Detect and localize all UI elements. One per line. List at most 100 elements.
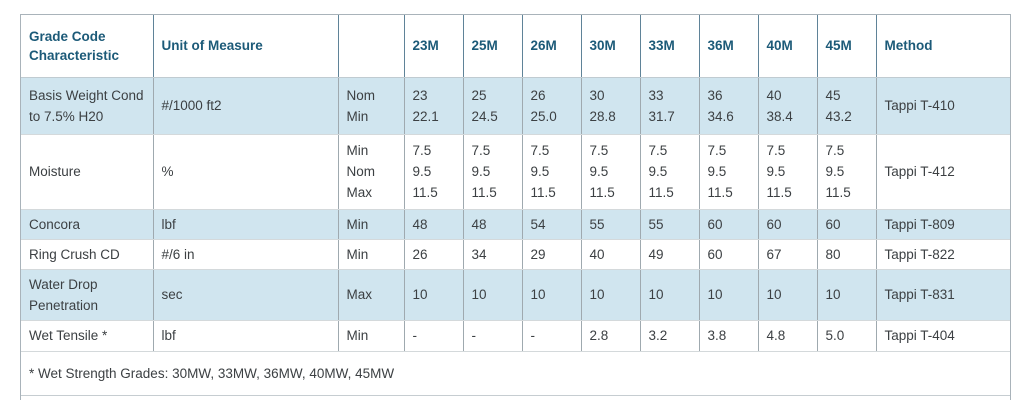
limit-label: Min bbox=[346, 143, 369, 158]
value-line: 22.1 bbox=[412, 108, 439, 124]
value-cell: 33 31.7 bbox=[640, 77, 700, 135]
value-cell: 25 24.5 bbox=[463, 77, 523, 135]
value-cell: 3.8 bbox=[699, 320, 759, 352]
value-cell: 26 bbox=[404, 239, 464, 270]
value-cell: 10 bbox=[522, 269, 582, 321]
characteristic-cell: Basis Weight Cond to 7.5% H20 bbox=[21, 77, 154, 135]
value-cell: 7.5 9.5 11.5 bbox=[581, 134, 641, 210]
value-cell: 36 34.6 bbox=[699, 77, 759, 135]
value-cell: 7.5 9.5 11.5 bbox=[699, 134, 759, 210]
value-line: 7.5 bbox=[648, 143, 668, 158]
value-line: 11.5 bbox=[766, 185, 792, 200]
value-line: 7.5 bbox=[530, 143, 550, 158]
limit-cell: Min Nom Max bbox=[338, 134, 405, 210]
value-cell: 60 bbox=[758, 209, 818, 240]
grade-spec-table: Grade Code Characteristic Unit of Measure… bbox=[21, 15, 1010, 400]
value-cell: 29 bbox=[522, 239, 582, 270]
limit-label: Max bbox=[346, 287, 373, 302]
value-line: 30 bbox=[589, 87, 605, 103]
value-line: 10 bbox=[825, 287, 841, 302]
value-line: 60 bbox=[707, 246, 723, 262]
header-method: Method bbox=[876, 15, 1010, 78]
empty-row bbox=[21, 395, 1010, 400]
value-line: 55 bbox=[648, 216, 664, 232]
table-row: Wet Tensile * lbf Min - - - 2.8 3.2 3.8 4.8 5.0 Tap… bbox=[21, 320, 1010, 352]
value-line: 40 bbox=[766, 87, 782, 103]
value-line: 7.5 bbox=[471, 143, 491, 158]
value-cell: 54 bbox=[522, 209, 582, 240]
value-cell: 7.5 9.5 11.5 bbox=[758, 134, 818, 210]
value-cell: 10 bbox=[404, 269, 464, 321]
value-line: 11.5 bbox=[648, 185, 674, 200]
value-line: 3.2 bbox=[648, 328, 668, 343]
value-line: 67 bbox=[766, 246, 782, 262]
table-row: Moisture% Min Nom Max 7.5 9.5 11.5 7.5 9.5 11.5 7.… bbox=[21, 134, 1010, 210]
value-cell: 40 38.4 bbox=[758, 77, 818, 135]
method-cell: Tappi T-831 bbox=[876, 269, 1010, 321]
value-cell: 23 22.1 bbox=[404, 77, 464, 135]
value-line: 48 bbox=[471, 216, 487, 232]
value-cell: 67 bbox=[758, 239, 818, 270]
value-line: 4.8 bbox=[766, 328, 786, 343]
header-limit-type bbox=[338, 15, 405, 78]
value-line: 31.7 bbox=[648, 108, 675, 124]
value-cell: 55 bbox=[581, 209, 641, 240]
method-cell: Tappi T-809 bbox=[876, 209, 1010, 240]
value-line: 45 bbox=[825, 87, 841, 103]
table-row: Water Drop Penetration sec Max 10 10 10 10 10 10… bbox=[21, 269, 1010, 321]
value-line: 28.8 bbox=[589, 108, 616, 124]
limit-label: Min bbox=[346, 246, 369, 262]
value-cell: 60 bbox=[699, 209, 759, 240]
value-cell: 55 bbox=[640, 209, 700, 240]
value-line: 2.8 bbox=[589, 328, 609, 343]
value-cell: 7.5 9.5 11.5 bbox=[817, 134, 877, 210]
characteristic-cell: Wet Tensile * bbox=[21, 320, 154, 352]
value-line: 25 bbox=[471, 87, 487, 103]
value-line: 34 bbox=[471, 246, 487, 262]
header-grade-36m: 36M bbox=[699, 15, 759, 78]
value-cell: 48 bbox=[463, 209, 523, 240]
value-cell: 10 bbox=[463, 269, 523, 321]
value-cell: 7.5 9.5 11.5 bbox=[640, 134, 700, 210]
value-line: 9.5 bbox=[589, 164, 609, 179]
value-line: 7.5 bbox=[707, 143, 727, 158]
spec-table-head: Grade Code Characteristic Unit of Measure… bbox=[21, 15, 1010, 78]
value-line: 48 bbox=[412, 216, 428, 232]
characteristic-cell: Water Drop Penetration bbox=[21, 269, 154, 321]
unit-cell: #/1000 ft2 bbox=[153, 77, 339, 135]
value-line: 3.8 bbox=[707, 328, 727, 343]
value-cell: 3.2 bbox=[640, 320, 700, 352]
unit-cell: lbf bbox=[153, 209, 339, 240]
value-line: 33 bbox=[648, 87, 664, 103]
value-line: 60 bbox=[707, 216, 723, 232]
value-cell: 7.5 9.5 11.5 bbox=[522, 134, 582, 210]
value-line: 26 bbox=[530, 87, 546, 103]
value-line: 7.5 bbox=[766, 143, 786, 158]
value-line: 7.5 bbox=[825, 143, 845, 158]
limit-label: Max bbox=[346, 185, 373, 200]
value-line: 11.5 bbox=[825, 185, 851, 200]
value-line: 25.0 bbox=[530, 108, 557, 124]
value-line: 38.4 bbox=[766, 108, 793, 124]
method-cell: Tappi T-822 bbox=[876, 239, 1010, 270]
table-row: Basis Weight Cond to 7.5% H20 #/1000 ft2 N… bbox=[21, 77, 1010, 135]
limit-label: Min bbox=[346, 108, 369, 124]
value-cell: 60 bbox=[817, 209, 877, 240]
table-row: Ring Crush CD #/6 in Min 26 34 29 40 49 60 67 80 Ta… bbox=[21, 239, 1010, 270]
value-cell: 80 bbox=[817, 239, 877, 270]
value-line: 60 bbox=[825, 216, 841, 232]
value-line: 10 bbox=[589, 287, 605, 302]
value-cell: 40 bbox=[581, 239, 641, 270]
value-line: 54 bbox=[530, 216, 546, 232]
value-cell: 10 bbox=[581, 269, 641, 321]
value-cell: 30 28.8 bbox=[581, 77, 641, 135]
value-line: 26 bbox=[412, 246, 428, 262]
limit-cell: Max bbox=[338, 269, 405, 321]
limit-cell: Min bbox=[338, 209, 405, 240]
value-line: 36 bbox=[707, 87, 723, 103]
value-line: 9.5 bbox=[530, 164, 550, 179]
value-line: 9.5 bbox=[766, 164, 786, 179]
value-cell: 49 bbox=[640, 239, 700, 270]
value-cell: 34 bbox=[463, 239, 523, 270]
value-line: 11.5 bbox=[412, 185, 438, 200]
